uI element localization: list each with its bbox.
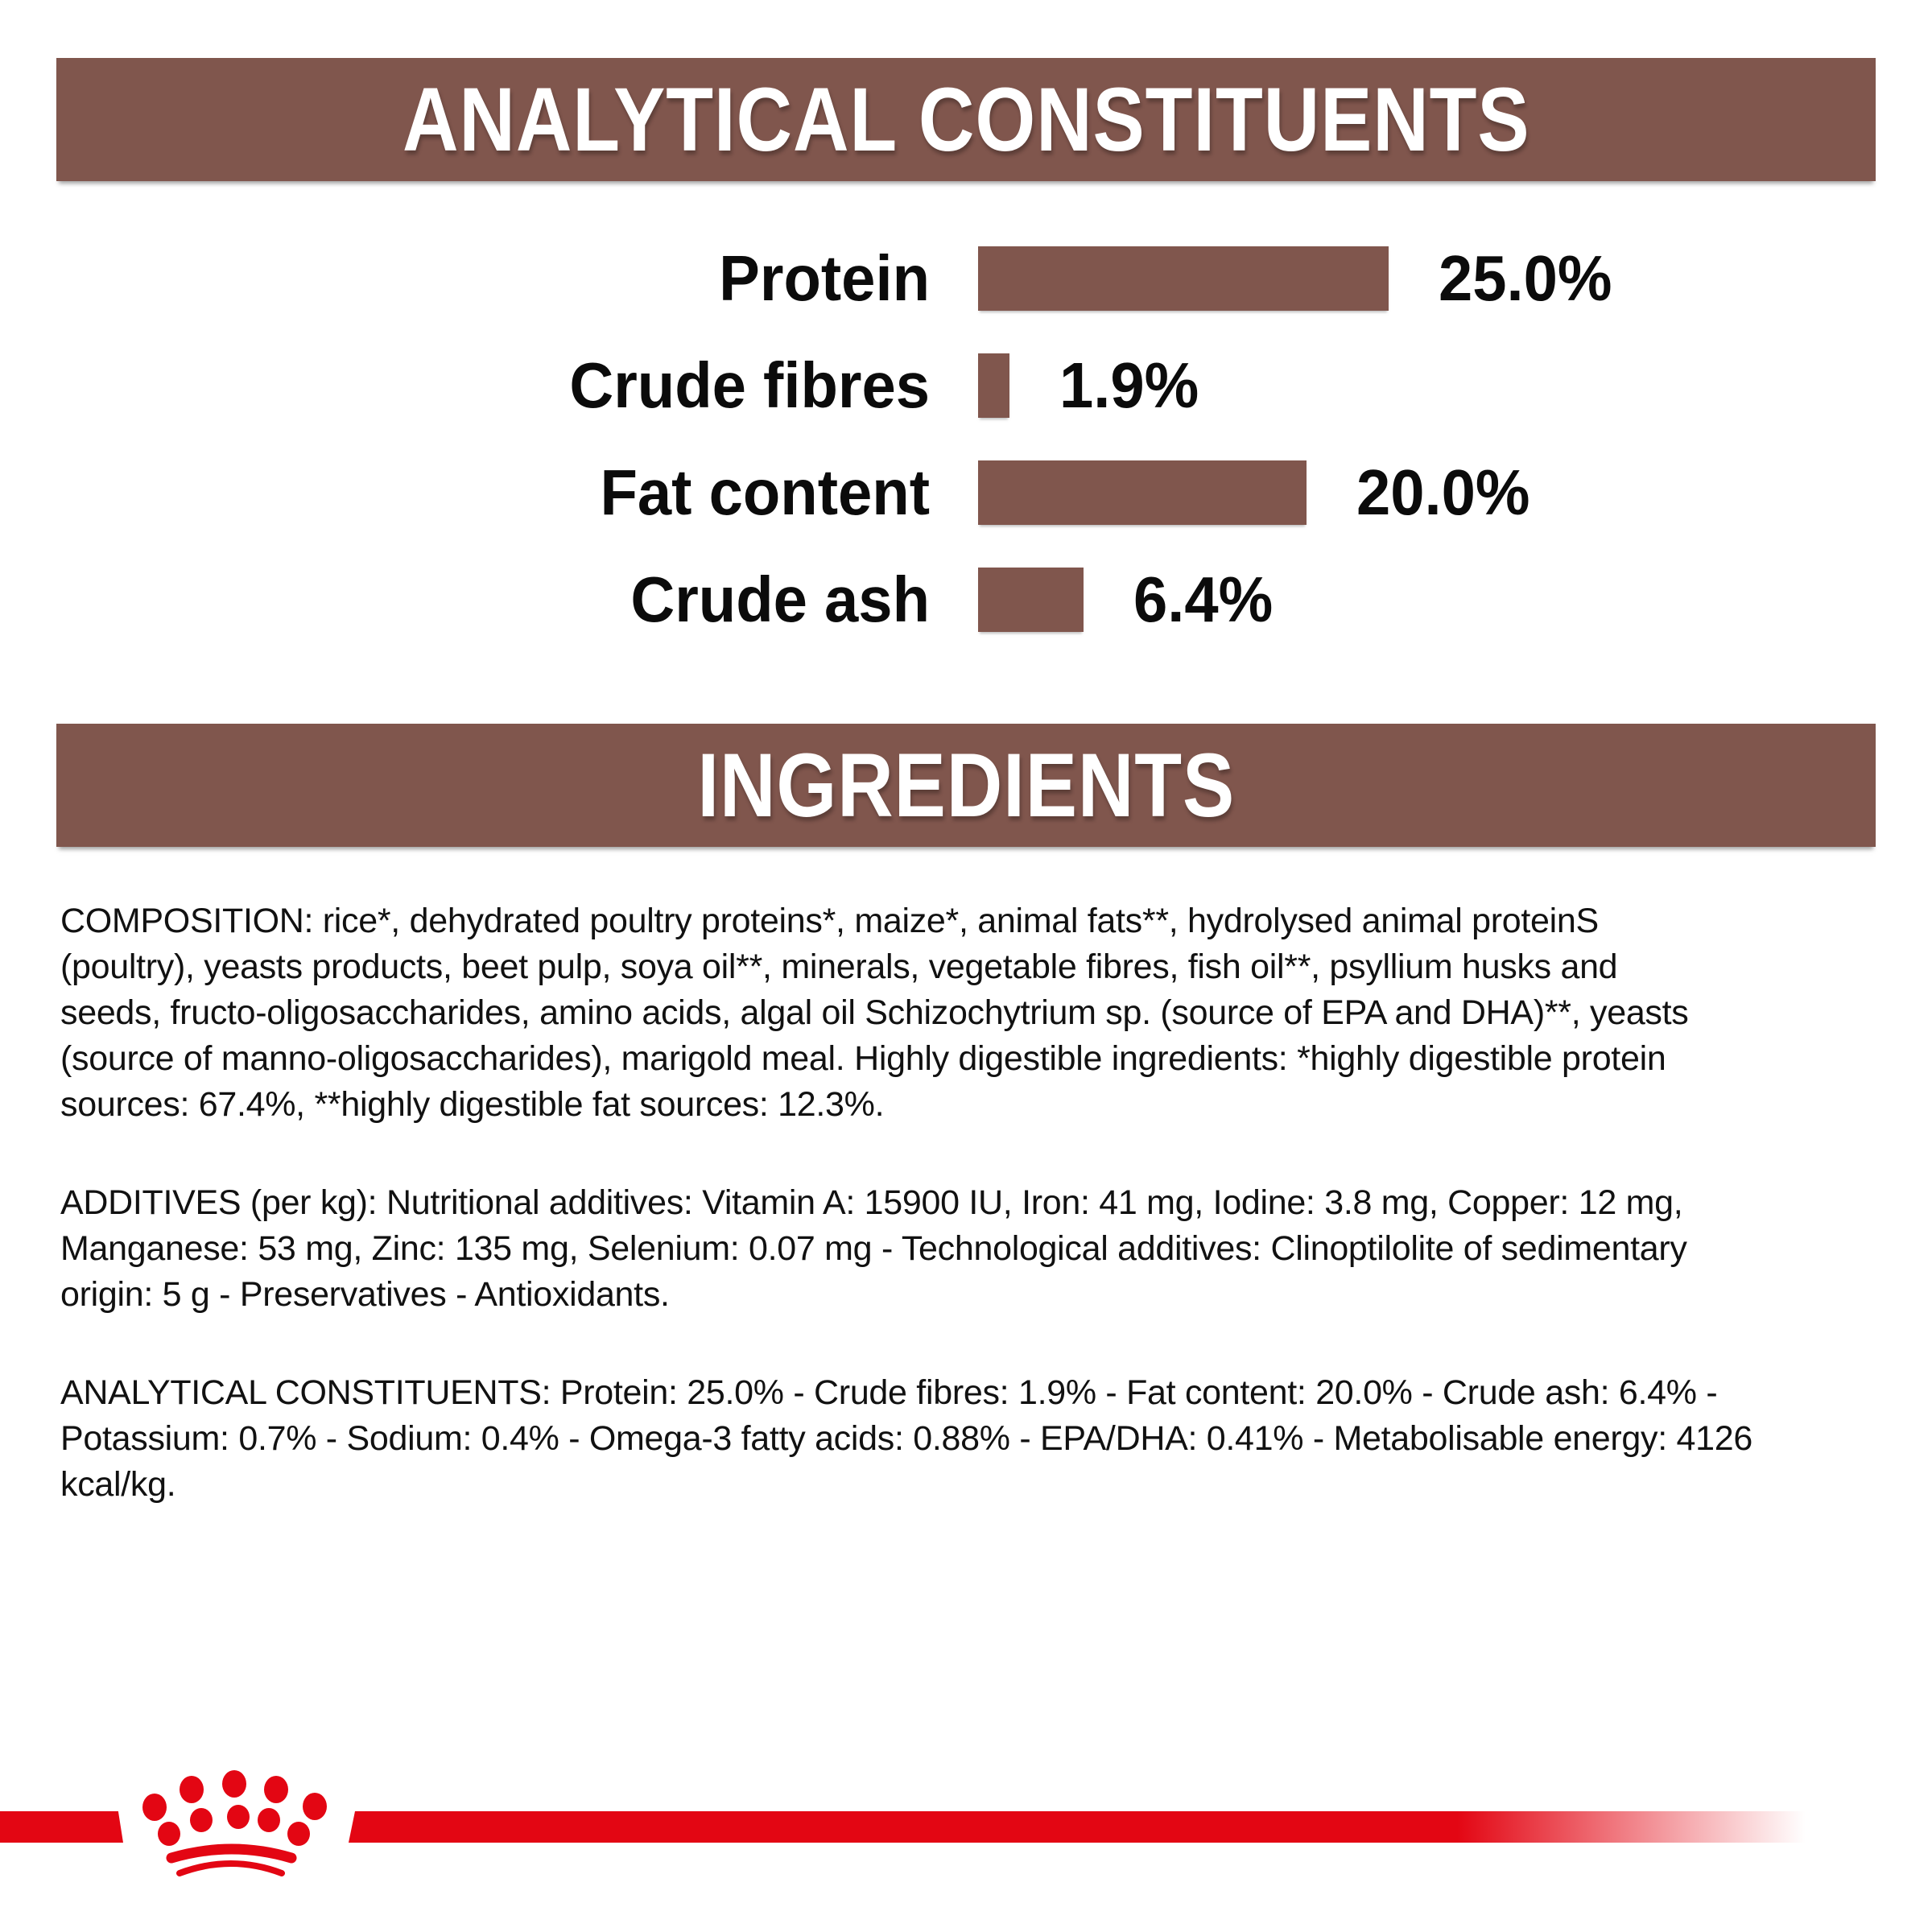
composition-line: seeds, fructo-oligosaccharides, amino ac… — [60, 993, 1689, 1032]
royal-canin-crown-icon — [142, 1770, 327, 1876]
chart-row-crude-ash: Crude ash 6.4% — [0, 564, 1932, 635]
analytical-line: ANALYTICAL CONSTITUENTS: Protein: 25.0% … — [60, 1373, 1718, 1412]
ingredients-title: INGREDIENTS — [697, 735, 1235, 836]
chart-value-label: 25.0% — [1439, 242, 1612, 314]
analytical-constituents-title: ANALYTICAL CONSTITUENTS — [402, 69, 1530, 170]
chart-value-label: 20.0% — [1356, 456, 1530, 528]
composition-line: COMPOSITION: rice*, dehydrated poultry p… — [60, 902, 1599, 940]
analytical-line: Potassium: 0.7% - Sodium: 0.4% - Omega-3… — [60, 1419, 1752, 1458]
chart-row-protein: Protein 25.0% — [0, 242, 1932, 314]
chart-bar — [978, 568, 1084, 632]
chart-category-label: Crude ash — [630, 564, 930, 635]
chart-category-label: Crude fibres — [569, 349, 930, 421]
chart-bar — [978, 246, 1389, 311]
composition-line: sources: 67.4%, **highly digestible fat … — [60, 1085, 885, 1124]
additives-line: Manganese: 53 mg, Zinc: 135 mg, Selenium… — [60, 1229, 1687, 1268]
analytical-constituents-header-bar: ANALYTICAL CONSTITUENTS — [56, 58, 1876, 181]
composition-line: (poultry), yeasts products, beet pulp, s… — [60, 947, 1618, 986]
brand-stripe-left — [0, 1811, 123, 1843]
analytical-line: kcal/kg. — [60, 1465, 176, 1504]
additives-line: origin: 5 g - Preservatives - Antioxidan… — [60, 1275, 670, 1314]
chart-value-label: 6.4% — [1133, 564, 1273, 635]
analytical-constituents-chart: Protein 25.0% Crude fibres 1.9% Fat cont… — [0, 242, 1932, 635]
chart-row-fat-content: Fat content 20.0% — [0, 456, 1932, 528]
ingredients-text-block: COMPOSITION: rice*, dehydrated poultry p… — [60, 898, 1872, 1508]
additives-line: ADDITIVES (per kg): Nutritional additive… — [60, 1183, 1683, 1222]
brand-stripe-right — [349, 1811, 1932, 1843]
chart-row-crude-fibres: Crude fibres 1.9% — [0, 349, 1932, 421]
chart-category-label: Fat content — [600, 456, 930, 528]
additives-paragraph: ADDITIVES (per kg): Nutritional additive… — [60, 1180, 1872, 1318]
chart-value-label: 1.9% — [1059, 349, 1199, 421]
analytical-constituents-paragraph: ANALYTICAL CONSTITUENTS: Protein: 25.0% … — [60, 1370, 1872, 1508]
chart-bar — [978, 353, 1009, 418]
composition-line: (source of manno-oligosaccharides), mari… — [60, 1039, 1666, 1078]
chart-category-label: Protein — [719, 242, 930, 314]
composition-paragraph: COMPOSITION: rice*, dehydrated poultry p… — [60, 898, 1872, 1128]
ingredients-header-bar: INGREDIENTS — [56, 724, 1876, 847]
chart-bar — [978, 460, 1307, 525]
